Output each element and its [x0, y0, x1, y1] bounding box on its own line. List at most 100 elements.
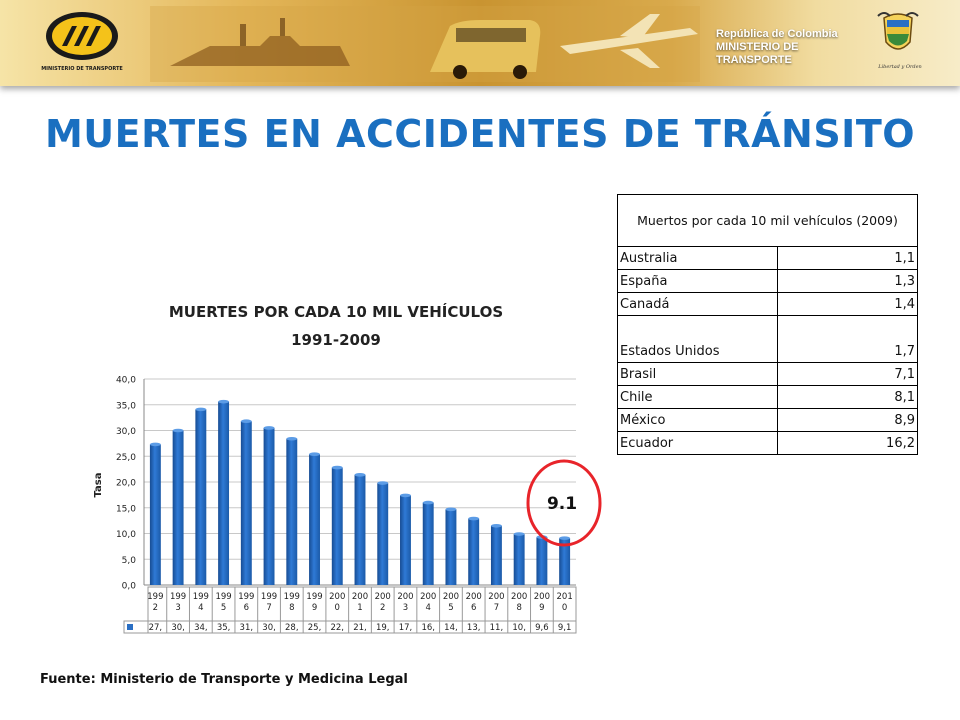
legend-cell — [123, 620, 149, 634]
data-label: 35, — [217, 623, 231, 633]
chart-title: MUERTES POR CADA 10 MIL VEHÍCULOS — [169, 302, 503, 321]
bar — [331, 467, 343, 585]
value-cell: 1,4 — [777, 292, 918, 316]
y-tick-label: 10,0 — [116, 530, 136, 540]
table-row: Canadá 1,4 — [617, 292, 918, 316]
bar-chart: MUERTES POR CADA 10 MIL VEHÍCULOS 1991-2… — [93, 302, 602, 634]
data-label: 13, — [467, 623, 481, 633]
table-row: México 8,9 — [617, 408, 918, 432]
y-tick-label: 35,0 — [116, 401, 136, 411]
x-category-label: 7 — [266, 603, 271, 613]
x-category-label: 200 — [352, 592, 368, 602]
x-category-label: 201 — [557, 592, 573, 602]
chart-subtitle: 1991-2009 — [291, 331, 381, 349]
country-cell: Canadá — [617, 292, 778, 316]
x-category-label: 8 — [289, 603, 294, 613]
bar-cap — [286, 436, 298, 441]
country-cell: Estados Unidos — [617, 315, 778, 363]
bar — [172, 430, 184, 585]
bar — [536, 537, 548, 585]
value-cell: 8,1 — [777, 385, 918, 409]
data-label: 31, — [240, 623, 254, 633]
data-label: 9,6 — [535, 623, 549, 633]
x-category-label: 9 — [539, 603, 544, 613]
data-label: 9,1 — [558, 623, 572, 633]
y-tick-label: 30,0 — [116, 427, 136, 437]
y-tick-label: 5,0 — [122, 556, 137, 566]
data-label: 30, — [262, 623, 276, 633]
x-category-label: 200 — [488, 592, 504, 602]
data-label: 14, — [444, 623, 458, 633]
data-table-frame — [147, 586, 577, 634]
bar — [218, 401, 230, 585]
x-category-label: 4 — [198, 603, 203, 613]
data-label: 25, — [308, 623, 322, 633]
bar-cap — [422, 500, 434, 505]
bar — [445, 509, 457, 585]
x-category-label: 2 — [380, 603, 385, 613]
bar-cap — [263, 426, 275, 430]
ministry-logo — [46, 12, 118, 60]
bar-cap — [559, 536, 571, 540]
y-tick-label: 25,0 — [116, 453, 136, 463]
x-category-label: 199 — [170, 592, 186, 602]
x-category-label: 200 — [534, 592, 550, 602]
x-category-label: 200 — [329, 592, 345, 602]
bar-cap — [195, 407, 207, 412]
bar-cap — [149, 442, 161, 447]
value-cell: 1,7 — [777, 315, 918, 363]
x-axis-categories: 1992199319941995199619971998199920002001… — [123, 586, 577, 634]
x-category-label: 5 — [221, 603, 226, 613]
data-label: 17, — [399, 623, 413, 633]
bar — [195, 409, 207, 585]
table-row: España 1,3 — [617, 269, 918, 293]
x-category-label: 3 — [175, 603, 180, 613]
highlight-label: 9.1 — [547, 494, 577, 514]
x-category-label: 6 — [244, 603, 249, 613]
bar-cap — [513, 532, 525, 536]
value-cell: 1,1 — [777, 246, 918, 270]
bar — [513, 534, 525, 585]
country-cell: Brasil — [617, 362, 778, 386]
bar — [400, 495, 411, 585]
country-cell: Australia — [617, 246, 778, 270]
bar — [422, 502, 434, 585]
table-row: Australia 1,1 — [617, 246, 918, 270]
x-category-label: 200 — [420, 592, 436, 602]
x-category-label: 8 — [516, 603, 521, 613]
y-axis-label: Tasa — [93, 473, 104, 498]
x-category-label: 7 — [494, 603, 499, 613]
value-cell: 8,9 — [777, 408, 918, 432]
source-note: Fuente: Ministerio de Transporte y Medic… — [40, 672, 408, 687]
bar — [468, 518, 480, 585]
x-category-label: 3 — [403, 603, 408, 613]
highlight-circle — [526, 459, 602, 547]
x-category-label: 1 — [357, 603, 362, 613]
x-category-label: 200 — [466, 592, 482, 602]
table-row: Brasil 7,1 — [617, 362, 918, 386]
country-cell: Ecuador — [617, 431, 778, 455]
bar — [263, 427, 275, 585]
bar-cap — [172, 428, 184, 433]
data-label: 16, — [421, 623, 435, 633]
y-tick-label: 40,0 — [116, 376, 136, 386]
value-cell: 7,1 — [777, 362, 918, 386]
data-label: 28, — [285, 623, 299, 633]
logo-caption: MINISTERIO DE TRANSPORTE — [41, 66, 123, 72]
government-line-2: MINISTERIO DE TRANSPORTE — [716, 41, 799, 66]
chart-data-table: 27, 30, 34, 35, 31, 30, 28, 25, 22, 21, 19, 17, 16, 1… — [127, 623, 571, 633]
transport-scene-image — [150, 6, 700, 82]
data-label: 19, — [376, 623, 390, 633]
table-row: Chile 8,1 — [617, 385, 918, 409]
header-banner: MINISTERIO DE TRANSPORTE República de Co… — [0, 0, 960, 86]
x-category-label: 199 — [238, 592, 254, 602]
x-category-label: 199 — [306, 592, 322, 602]
x-category-label: 9 — [312, 603, 317, 613]
bar — [559, 538, 571, 585]
y-tick-label: 0,0 — [122, 582, 137, 592]
bar-cap — [354, 472, 366, 477]
bar — [149, 444, 161, 585]
country-cell: Chile — [617, 385, 778, 409]
data-label: 30, — [171, 623, 185, 633]
y-axis-ticks: 0,0 5,0 10,0 15,0 20,0 25,0 30,0 35,0 40,0 — [116, 376, 136, 592]
